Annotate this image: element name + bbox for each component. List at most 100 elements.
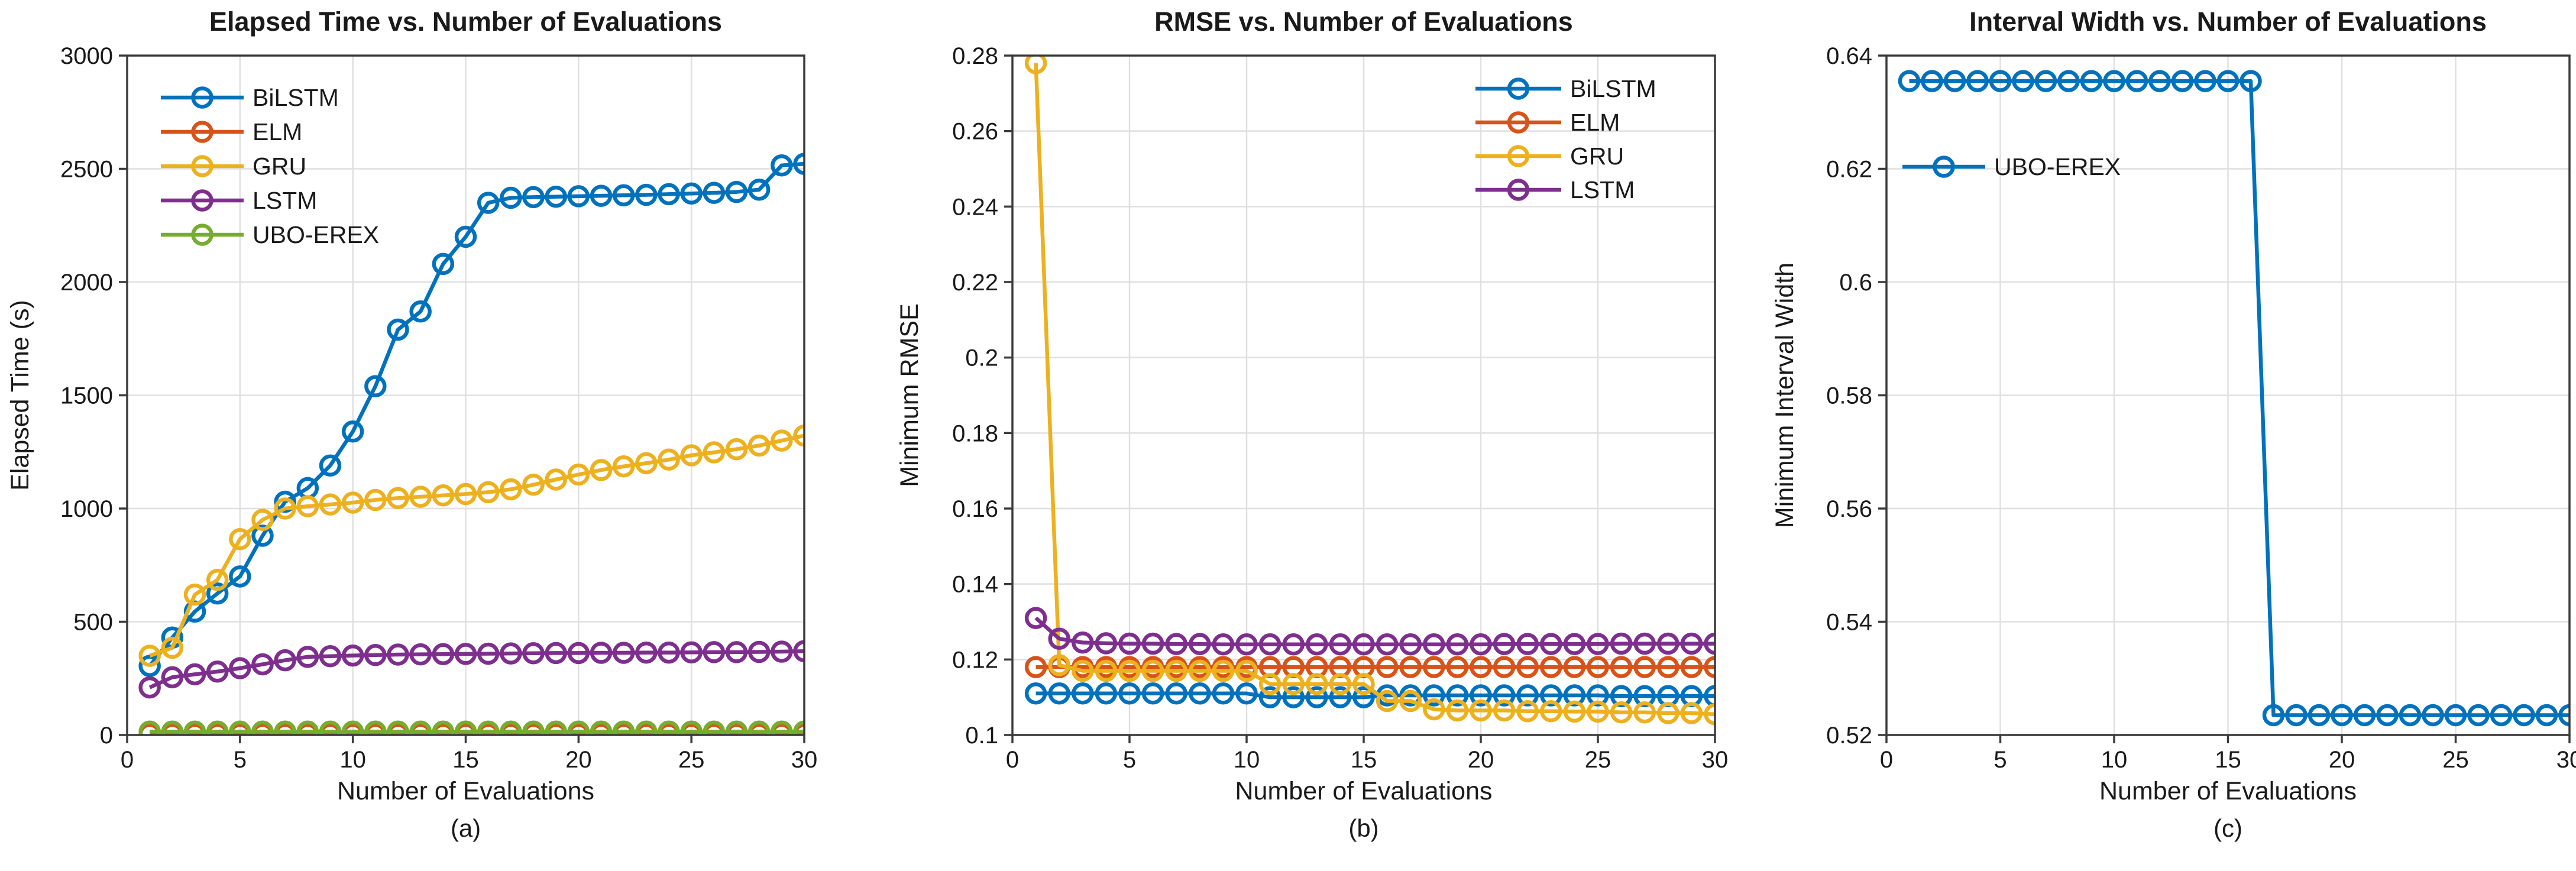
chart-b: 0 5 10 15 20 25 30 0.1 0.12 0.14 0.16 0.18 0.2 0.22 0.… bbox=[895, 7, 1728, 842]
data-point-marker bbox=[771, 720, 793, 735]
data-point-marker bbox=[341, 491, 364, 514]
data-point-marker bbox=[658, 720, 680, 735]
legend-item-GRU: GRU bbox=[1475, 143, 1624, 170]
data-point-marker bbox=[1141, 682, 1164, 705]
data-point-marker bbox=[2558, 704, 2569, 727]
data-point-marker bbox=[2148, 70, 2171, 92]
y-tick-label: 0 bbox=[100, 723, 113, 749]
y-tick-label: 0.14 bbox=[952, 572, 998, 598]
data-point-marker bbox=[793, 720, 804, 735]
legend-label: GRU bbox=[1570, 143, 1624, 170]
data-point-marker bbox=[2171, 70, 2194, 92]
data-point-marker bbox=[658, 641, 680, 664]
data-point-marker bbox=[1680, 702, 1703, 724]
data-point-marker bbox=[1540, 656, 1562, 678]
data-point-marker bbox=[387, 720, 409, 735]
plot-area bbox=[1898, 70, 2569, 727]
data-point-marker bbox=[1921, 70, 1943, 92]
data-point-marker bbox=[1470, 656, 1492, 678]
data-point-marker bbox=[500, 478, 522, 501]
data-point-marker bbox=[1446, 633, 1469, 656]
data-point-marker bbox=[138, 655, 161, 677]
legend-item-BiLSTM: BiLSTM bbox=[1475, 75, 1656, 102]
plot-area bbox=[1024, 56, 1715, 726]
data-point-marker bbox=[545, 185, 567, 208]
data-point-marker bbox=[454, 483, 477, 506]
data-point-marker bbox=[1024, 656, 1047, 678]
data-point-marker bbox=[1540, 684, 1562, 707]
data-point-marker bbox=[364, 720, 387, 735]
legend-item-ELM: ELM bbox=[1475, 109, 1620, 136]
y-axis-label: Minimum Interval Width bbox=[1771, 263, 1799, 528]
data-point-marker bbox=[1072, 631, 1094, 654]
y-tick-label: 0.52 bbox=[1826, 723, 1872, 749]
data-point-marker bbox=[680, 641, 703, 663]
data-point-marker bbox=[1633, 685, 1656, 708]
data-point-marker bbox=[2012, 70, 2034, 92]
data-point-marker bbox=[1118, 682, 1141, 705]
panel-sublabel: (a) bbox=[451, 814, 481, 842]
data-point-marker bbox=[1376, 689, 1399, 713]
data-point-marker bbox=[500, 186, 522, 209]
data-point-marker bbox=[2125, 70, 2148, 92]
data-point-marker bbox=[725, 438, 748, 461]
data-point-marker bbox=[1423, 633, 1445, 656]
data-point-marker bbox=[138, 720, 161, 735]
data-point-marker bbox=[2490, 704, 2513, 727]
data-point-marker bbox=[1563, 684, 1586, 707]
data-point-marker bbox=[1563, 700, 1586, 723]
data-point-marker bbox=[1587, 656, 1609, 678]
data-point-marker bbox=[274, 490, 296, 513]
data-point-marker bbox=[296, 495, 319, 517]
data-point-marker bbox=[2103, 70, 2125, 92]
data-point-marker bbox=[1587, 700, 1609, 723]
series-LSTM bbox=[138, 640, 804, 699]
x-tick-label: 5 bbox=[234, 747, 247, 773]
data-point-marker bbox=[161, 720, 184, 735]
data-point-marker bbox=[725, 720, 748, 735]
y-tick-label: 1000 bbox=[60, 496, 113, 522]
data-point-marker bbox=[1610, 685, 1633, 708]
data-point-marker bbox=[1329, 633, 1352, 656]
data-point-marker bbox=[1470, 684, 1492, 707]
series-line bbox=[1034, 616, 1715, 647]
data-point-marker bbox=[2262, 704, 2285, 727]
data-point-marker bbox=[771, 429, 793, 452]
data-point-marker bbox=[1470, 633, 1492, 656]
data-point-marker bbox=[1470, 699, 1492, 722]
data-point-marker bbox=[2285, 704, 2308, 727]
data-point-marker bbox=[1446, 699, 1469, 722]
y-tick-label: 0.56 bbox=[1826, 496, 1872, 522]
x-tick-label: 10 bbox=[339, 747, 366, 773]
y-tick-label: 500 bbox=[73, 610, 113, 636]
series-line bbox=[148, 649, 804, 689]
x-tick-label: 25 bbox=[678, 747, 705, 773]
data-point-marker bbox=[1376, 656, 1399, 678]
data-point-marker bbox=[612, 184, 635, 207]
legend-item-BiLSTM: BiLSTM bbox=[161, 84, 339, 111]
data-point-marker bbox=[658, 448, 680, 471]
data-point-marker bbox=[680, 182, 703, 205]
data-point-marker bbox=[1095, 682, 1118, 705]
data-point-marker bbox=[1306, 673, 1328, 695]
data-point-marker bbox=[1399, 633, 1422, 656]
data-point-marker bbox=[545, 642, 567, 665]
data-point-marker bbox=[793, 153, 804, 175]
y-tick-label: 0.12 bbox=[952, 647, 998, 673]
data-point-marker bbox=[1540, 633, 1562, 655]
x-tick-label: 10 bbox=[1234, 747, 1260, 773]
legend-item-UBO-EREX: UBO-EREX bbox=[1902, 153, 2121, 180]
data-point-marker bbox=[1563, 656, 1586, 678]
data-point-marker bbox=[2194, 70, 2216, 92]
x-tick-label: 25 bbox=[1585, 747, 1611, 773]
y-tick-label: 0.22 bbox=[952, 270, 998, 296]
data-point-marker bbox=[747, 178, 771, 201]
data-point-marker bbox=[522, 186, 545, 209]
data-point-marker bbox=[432, 252, 455, 276]
y-tick-label: 2500 bbox=[60, 157, 113, 183]
data-point-marker bbox=[1329, 686, 1352, 708]
data-point-marker bbox=[409, 643, 432, 666]
data-point-marker bbox=[319, 720, 342, 735]
x-axis-label: Number of Evaluations bbox=[1235, 777, 1493, 805]
data-point-marker bbox=[2353, 704, 2376, 727]
